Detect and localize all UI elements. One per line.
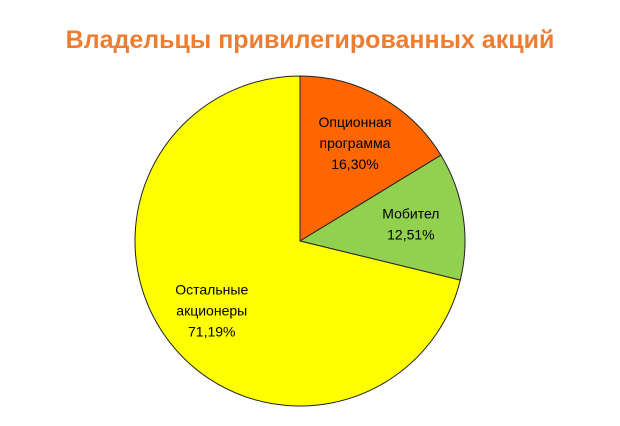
slice-label: Мобител 12,51% [382, 205, 439, 242]
pie-slice [298, 154, 466, 281]
value-label: 71,19% [188, 323, 235, 339]
pie-slice [134, 75, 461, 407]
value-label: 12,51% [387, 226, 434, 242]
pie-slice [299, 75, 442, 242]
category-label: Остальные акционеры [175, 281, 248, 318]
value-label: 16,30% [331, 156, 378, 172]
chart-title: Владельцы привилегированных акций [66, 26, 555, 54]
slice-label: Опционная программа 16,30% [319, 114, 392, 172]
slice-label: Остальные акционеры 71,19% [175, 281, 248, 339]
category-label: Опционная программа [319, 114, 392, 151]
category-label: Мобител [382, 205, 439, 221]
